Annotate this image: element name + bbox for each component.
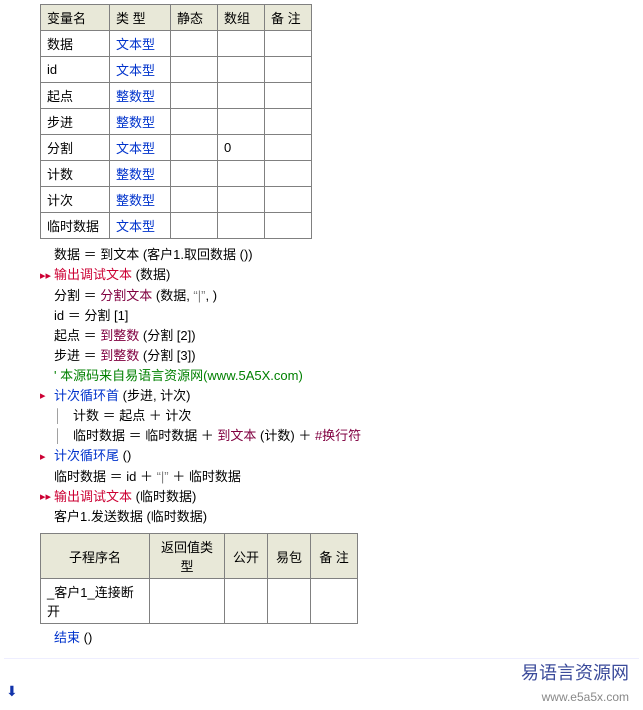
logo-area: 易语言资源网 www.e5a5x.com <box>4 659 639 706</box>
note-cell[interactable] <box>265 83 312 109</box>
header-subname: 子程序名 <box>41 534 150 579</box>
debug-output: 输出调试文本 <box>54 489 132 504</box>
type-cell[interactable]: 整数型 <box>110 109 171 135</box>
table-row[interactable]: id文本型 <box>41 57 312 83</box>
static-cell[interactable] <box>171 161 218 187</box>
header-pkg: 易包 <box>268 534 311 579</box>
var-name-cell[interactable]: 数据 <box>41 31 110 57</box>
logo-url: www.e5a5x.com <box>542 690 629 704</box>
marker-icon: ▸▸ <box>40 266 54 286</box>
split-text-fn: 分割文本 <box>100 288 152 303</box>
static-cell[interactable] <box>171 109 218 135</box>
subname-cell[interactable]: _客户1_连接断开 <box>41 579 150 624</box>
variable-table: 变量名 类 型 静态 数组 备 注 数据文本型id文本型起点整数型步进整数型分割… <box>40 4 312 239</box>
loop-head: 计次循环首 <box>54 388 119 403</box>
header-note: 备 注 <box>265 5 312 31</box>
type-cell[interactable]: 文本型 <box>110 213 171 239</box>
var-name-cell[interactable]: 起点 <box>41 83 110 109</box>
array-cell[interactable] <box>218 31 265 57</box>
debug-output: 输出调试文本 <box>54 267 132 282</box>
loop-tail: 计次循环尾 <box>54 448 119 463</box>
table-row[interactable]: 起点整数型 <box>41 83 312 109</box>
var-name-cell[interactable]: 计数 <box>41 161 110 187</box>
type-cell[interactable]: 文本型 <box>110 31 171 57</box>
type-cell[interactable]: 整数型 <box>110 187 171 213</box>
note-cell[interactable] <box>265 161 312 187</box>
download-icon[interactable]: ⬇ <box>6 683 18 700</box>
static-cell[interactable] <box>171 57 218 83</box>
table-row[interactable]: 计次整数型 <box>41 187 312 213</box>
type-cell[interactable]: 整数型 <box>110 161 171 187</box>
code-block: 数据 ＝ 到文本 (客户1.取回数据 ()) ▸▸输出调试文本 (数据) 分割 … <box>40 245 639 527</box>
array-cell[interactable] <box>218 187 265 213</box>
var-name-cell[interactable]: 分割 <box>41 135 110 161</box>
array-cell[interactable] <box>218 57 265 83</box>
table-row[interactable]: 计数整数型 <box>41 161 312 187</box>
note-cell[interactable] <box>265 187 312 213</box>
var-name-cell[interactable]: id <box>41 57 110 83</box>
var-name-cell[interactable]: 计次 <box>41 187 110 213</box>
code-line: 客户1.发送数据 (临时数据) <box>54 509 207 524</box>
type-cell[interactable]: 文本型 <box>110 57 171 83</box>
table-row[interactable]: 数据文本型 <box>41 31 312 57</box>
note-cell[interactable] <box>265 135 312 161</box>
header-type: 类 型 <box>110 5 171 31</box>
table-row[interactable]: 分割文本型 0 <box>41 135 312 161</box>
var-name-cell[interactable]: 步进 <box>41 109 110 135</box>
array-cell[interactable] <box>218 161 265 187</box>
type-cell[interactable]: 文本型 <box>110 135 171 161</box>
header-var-name: 变量名 <box>41 5 110 31</box>
type-cell[interactable]: 整数型 <box>110 83 171 109</box>
note-cell[interactable] <box>311 579 358 624</box>
static-cell[interactable] <box>171 31 218 57</box>
marker-icon: ▸ <box>40 447 54 467</box>
header-rettype: 返回值类型 <box>150 534 225 579</box>
end-kw: 结束 <box>54 630 80 645</box>
array-cell[interactable]: 0 <box>218 135 265 161</box>
code-line: 数据 ＝ 到文本 (客户1.取回数据 ()) <box>54 247 253 262</box>
static-cell[interactable] <box>171 83 218 109</box>
static-cell[interactable] <box>171 187 218 213</box>
header-note2: 备 注 <box>311 534 358 579</box>
pkg-cell[interactable] <box>268 579 311 624</box>
note-cell[interactable] <box>265 109 312 135</box>
logo-title: 易语言资源网 <box>521 663 629 683</box>
table-row[interactable]: _客户1_连接断开 <box>41 579 358 624</box>
marker-icon: ▸ <box>40 386 54 406</box>
table-row[interactable]: 临时数据文本型 <box>41 213 312 239</box>
static-cell[interactable] <box>171 135 218 161</box>
table-row[interactable]: 步进整数型 <box>41 109 312 135</box>
header-public: 公开 <box>225 534 268 579</box>
array-cell[interactable] <box>218 109 265 135</box>
array-cell[interactable] <box>218 83 265 109</box>
subroutine-table: 子程序名 返回值类型 公开 易包 备 注 _客户1_连接断开 <box>40 533 358 624</box>
var-name-cell[interactable]: 临时数据 <box>41 213 110 239</box>
array-cell[interactable] <box>218 213 265 239</box>
header-static: 静态 <box>171 5 218 31</box>
note-cell[interactable] <box>265 57 312 83</box>
header-array: 数组 <box>218 5 265 31</box>
note-cell[interactable] <box>265 31 312 57</box>
static-cell[interactable] <box>171 213 218 239</box>
note-cell[interactable] <box>265 213 312 239</box>
public-cell[interactable] <box>225 579 268 624</box>
comment: ' 本源码来自易语言资源网(www.5A5X.com) <box>54 368 303 383</box>
rettype-cell[interactable] <box>150 579 225 624</box>
marker-icon: ▸▸ <box>40 487 54 507</box>
